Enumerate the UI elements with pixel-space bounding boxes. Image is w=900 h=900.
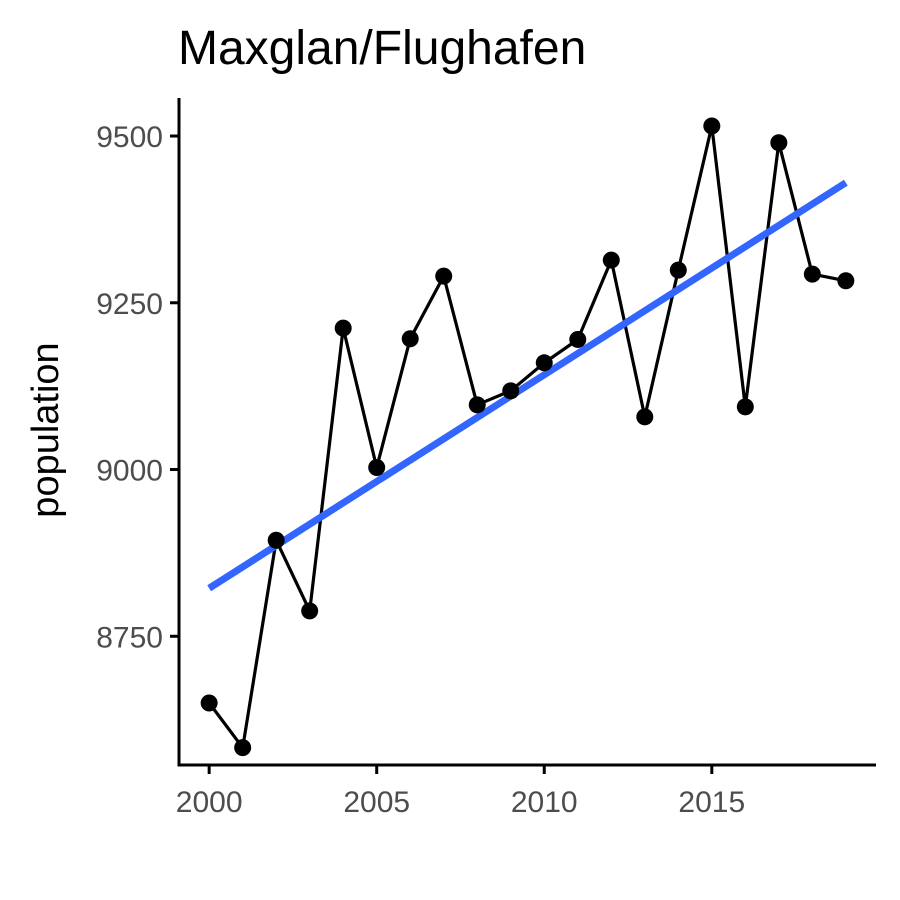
data-point [435, 267, 453, 285]
series-line [207, 124, 847, 750]
data-point [234, 739, 252, 757]
data-point [502, 382, 520, 400]
y-tick-label: 9250 [96, 288, 163, 321]
x-tick-label: 2010 [511, 786, 578, 819]
y-tick-label: 9500 [96, 121, 163, 154]
data-point [301, 602, 319, 620]
data-point [569, 330, 587, 348]
x-tick-label: 2015 [678, 786, 745, 819]
y-tick-label: 8750 [96, 621, 163, 654]
data-point [334, 319, 352, 337]
data-point [368, 459, 386, 477]
data-point [468, 396, 486, 414]
x-tick-label: 2000 [176, 786, 243, 819]
trend-line [207, 179, 848, 592]
plot-area: 8750 9000 9250 9500 2000 2005 2010 2015 [96, 98, 876, 819]
data-point [669, 261, 687, 279]
data-point [703, 117, 721, 135]
chart-title: Maxglan/Flughafen [178, 22, 586, 75]
data-point [636, 408, 654, 426]
x-tick-label: 2005 [343, 786, 410, 819]
data-point [535, 354, 553, 372]
data-point [736, 398, 754, 416]
data-point [267, 531, 285, 549]
data-point [401, 330, 419, 348]
data-point [200, 694, 218, 712]
data-point [803, 265, 821, 283]
data-point [602, 251, 620, 269]
y-tick-label: 9000 [96, 455, 163, 488]
data-point [770, 134, 788, 152]
data-point [837, 272, 855, 290]
y-axis-label: population [25, 342, 67, 517]
